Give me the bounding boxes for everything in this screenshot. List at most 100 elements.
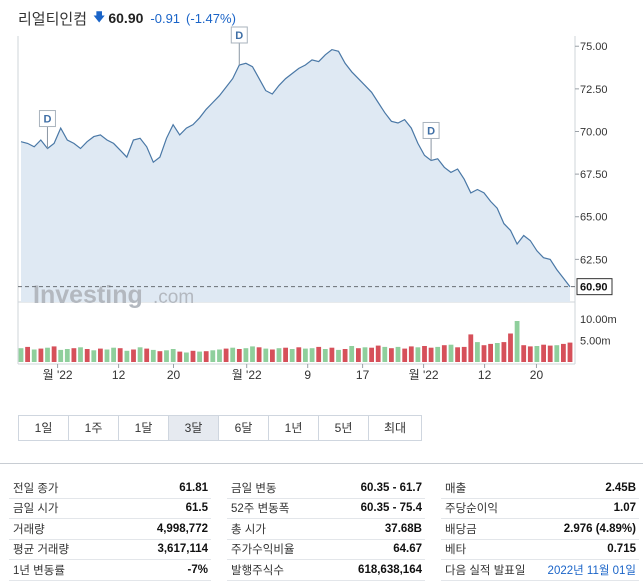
volume-bar [455, 347, 460, 362]
next-earnings-link[interactable]: 2022년 11월 01일 [547, 564, 636, 577]
volume-bar [547, 345, 553, 362]
period-button-2[interactable]: 1달 [119, 416, 169, 440]
period-button-6[interactable]: 5년 [319, 416, 369, 440]
volume-bar [256, 347, 262, 362]
volume-bar [422, 346, 427, 362]
volume-bar [144, 348, 150, 362]
stat-row: 다음 실적 발표일 2022년 11월 01일 [441, 560, 639, 581]
stat-label: 매출 [445, 482, 467, 495]
period-button-3[interactable]: 3달 [169, 416, 219, 440]
volume-bar [210, 350, 216, 362]
stat-label: 거래량 [13, 523, 45, 536]
volume-bar [488, 343, 493, 362]
stat-label: 발행주식수 [231, 564, 284, 577]
volume-bar [131, 349, 136, 362]
stat-row: 총 시가 37.68B [227, 519, 425, 540]
volume-bar [78, 347, 83, 362]
last-price: 60.90 [108, 10, 144, 26]
stat-row: 주가수익비율 64.67 [227, 540, 425, 560]
dividend-marker-label: D [427, 125, 435, 137]
volume-bar [402, 348, 408, 362]
volume-bar [31, 349, 37, 362]
dividend-marker [38, 110, 56, 128]
volume-bar [521, 345, 527, 362]
period-button-5[interactable]: 1년 [269, 416, 319, 440]
volume-bar [508, 333, 513, 362]
x-tick-label: 12 [478, 368, 492, 382]
stat-row: 1년 변동률 -7% [9, 560, 211, 581]
volume-bar [349, 346, 355, 362]
section-divider [0, 463, 643, 464]
stat-value: -7% [187, 563, 208, 576]
volume-bar [276, 348, 282, 362]
volume-bar [243, 348, 249, 362]
volume-bar [137, 347, 143, 362]
key-statistics: 전일 종가 61.81 금일 시가 61.5 거래량 4,998,772 평균 거래량 3,6… [9, 478, 639, 581]
stat-value: 61.81 [179, 481, 208, 494]
volume-bar [203, 351, 209, 362]
x-tick-label: 월 '22 [43, 368, 73, 382]
volume-bar [534, 346, 540, 362]
stat-value: 1.07 [613, 502, 636, 515]
x-tick-label: 17 [356, 368, 370, 382]
stat-value: 61.5 [185, 502, 208, 515]
stat-row: 매출 2.45B [441, 478, 639, 499]
period-button-1[interactable]: 1주 [69, 416, 119, 440]
x-tick-label: 12 [112, 368, 126, 382]
volume-bar [250, 346, 255, 362]
stat-value: 3,617,114 [157, 543, 208, 556]
volume-bar [541, 344, 546, 362]
stat-row: 배당금 2.976 (4.89%) [441, 519, 639, 540]
stat-label: 52주 변동폭 [231, 503, 290, 516]
volume-bar [283, 347, 288, 362]
period-button-4[interactable]: 6달 [219, 416, 269, 440]
period-selector: 1일 1주 1달 3달 6달 1년 5년 최대 [18, 415, 422, 441]
last-price-box [576, 278, 613, 296]
price-tick-label: 65.00 [580, 212, 608, 224]
volume-bar [270, 349, 275, 362]
volume-bar [45, 347, 50, 362]
period-button-7[interactable]: 최대 [369, 416, 421, 440]
volume-bar [190, 350, 196, 362]
volume-bar [38, 348, 44, 362]
stat-value: 2.976 (4.89%) [563, 522, 636, 535]
instrument-name: 리얼티인컴 [18, 10, 88, 28]
stat-value: 4,998,772 [156, 522, 208, 535]
volume-bar [395, 346, 401, 362]
stat-label: 주가수익비율 [231, 544, 295, 557]
volume-bar [309, 348, 315, 362]
stat-value: 0.715 [607, 543, 636, 556]
period-button-0[interactable]: 1일 [19, 416, 69, 440]
stat-label: 전일 종가 [13, 482, 59, 495]
dividend-marker [422, 121, 440, 139]
volume-bar [84, 349, 90, 362]
volume-bar [336, 349, 341, 362]
stat-row: 금일 시가 61.5 [9, 499, 211, 519]
stat-row: 52주 변동폭 60.35 - 75.4 [227, 499, 425, 519]
quote-header: 리얼티인컴 🡇 60.90 -0.91 (-1.47%) [18, 8, 236, 28]
dividend-marker-label: D [235, 30, 243, 42]
stat-value: 37.68B [384, 522, 422, 535]
price-change: -0.91 [150, 10, 181, 26]
x-tick-label: 20 [167, 368, 181, 382]
volume-bar [25, 346, 30, 362]
stats-column-3: 매출 2.45B 주당순이익 1.07 배당금 2.976 (4.89%) 베타 0.715 다… [441, 478, 639, 581]
volume-bar [303, 348, 308, 362]
stat-value: 64.67 [393, 543, 422, 556]
volume-bar [428, 347, 434, 362]
volume-bar [18, 348, 24, 362]
volume-bar [441, 345, 447, 362]
volume-bar [263, 348, 269, 362]
watermark-suffix: .com [153, 287, 194, 308]
x-tick-label: 월 '22 [232, 368, 262, 382]
volume-bar [448, 344, 454, 362]
volume-bar [150, 349, 156, 362]
stat-row: 금일 변동 60.35 - 61.7 [227, 478, 425, 499]
volume-bar [177, 351, 183, 362]
volume-tick-label: 5.00m [580, 335, 611, 347]
volume-bar [514, 321, 520, 362]
volume-bar [124, 350, 130, 362]
volume-bar [415, 347, 421, 362]
volume-bar [170, 349, 176, 362]
price-chart[interactable]: Investing .com 75.00 72.50 70.00 67.50 65.00 62… [0, 0, 643, 400]
